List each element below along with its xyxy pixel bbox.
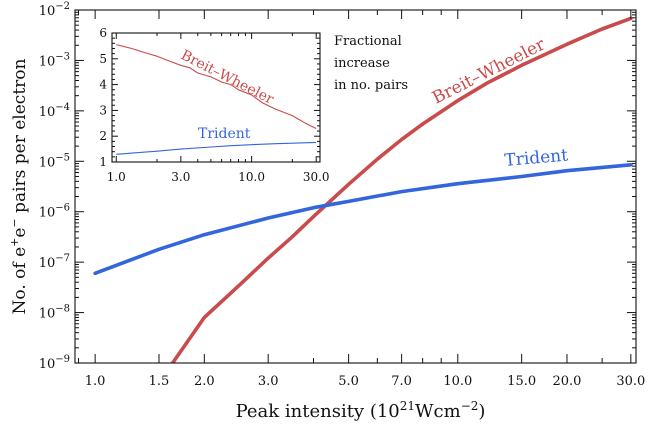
main-y-tick-label: 10−3 [39,51,70,69]
main-x-tick-label: 1.0 [85,374,106,389]
main-y-tick-label: 10−2 [39,1,70,19]
main-y-tick-base: 10 [39,307,56,322]
main-y-tick-exp: −5 [55,152,70,163]
main-y-tick-base: 10 [39,105,56,120]
main-y-tick-exp: −9 [55,354,70,365]
main-x-tick-label: 20.0 [552,374,581,389]
main-y-axis-label: No. of e+e− pairs per electron [8,58,30,314]
inset-series-label-trident: Trident [198,126,251,142]
inset-background [88,25,326,190]
main-y-tick-label: 10−4 [39,102,70,120]
main-series-line-trident [93,163,633,276]
inset-y-tick-label: 5 [99,52,107,66]
main-x-axis-label: Peak intensity (1021Wcm−2) [236,399,486,422]
inset-y-tick-label: 2 [99,129,107,143]
main-y-tick-base: 10 [39,256,56,271]
main-y-tick-exp: −6 [55,203,70,214]
inset-x-tick-label: 3.0 [171,170,190,184]
inset-x-tick-label: 1.0 [107,170,126,184]
main-x-tick-label: 1.5 [149,374,170,389]
main-y-tick-label: 10−6 [39,203,70,221]
main-series-line-breit-wheeler [170,16,633,363]
main-y-tick-label: 10−9 [39,354,70,372]
main-x-tick-label: 10.0 [443,374,472,389]
main-y-tick-base: 10 [39,4,56,19]
main-y-tick-exp: −8 [55,304,70,315]
inset-annotation-line: increase [334,56,390,71]
inset-series-line-breit-wheeler [116,44,317,129]
inset-chart: 1.0 3.0 10.0 30.0123456Breit–WheelerTrident… [88,25,408,190]
main-series-label-trident: Trident [504,145,569,170]
main-plot-frame [74,9,637,364]
main-y-tick-base: 10 [39,155,56,170]
main-x-tick-label: 3.0 [258,374,279,389]
main-y-tick-label: 10−5 [39,152,70,170]
main-series-label-breit-wheeler: Breit–Wheeler [429,34,549,108]
main-y-tick-label: 10−7 [39,253,70,271]
main-y-tick-exp: −7 [55,253,70,264]
main-x-tick-label: 15.0 [507,374,536,389]
main-y-tick-exp: −3 [55,51,70,62]
main-x-tick-label: 2.0 [194,374,215,389]
main-y-tick-base: 10 [39,357,56,372]
inset-y-tick-label: 4 [99,78,107,92]
main-y-tick-label: 10−8 [39,304,70,322]
main-y-tick-base: 10 [39,54,56,69]
inset-x-tick-label: 10.0 [238,170,265,184]
inset-series-line-trident [116,141,317,155]
main-x-tick-label: 5.0 [338,374,359,389]
main-y-tick-exp: −4 [55,102,70,113]
main-y-tick-exp: −2 [55,1,70,12]
inset-x-tick-label: 30.0 [303,170,330,184]
inset-plot-frame [111,32,321,163]
inset-annotation-line: in no. pairs [334,78,408,93]
inset-annotation-line: Fractional [334,34,402,49]
main-x-tick-label: 30.0 [616,374,645,389]
main-x-tick-label: 7.0 [391,374,412,389]
inset-y-tick-label: 3 [99,103,107,117]
inset-y-tick-label: 6 [99,26,107,40]
main-y-tick-base: 10 [39,206,56,221]
inset-y-tick-label: 1 [99,155,107,169]
